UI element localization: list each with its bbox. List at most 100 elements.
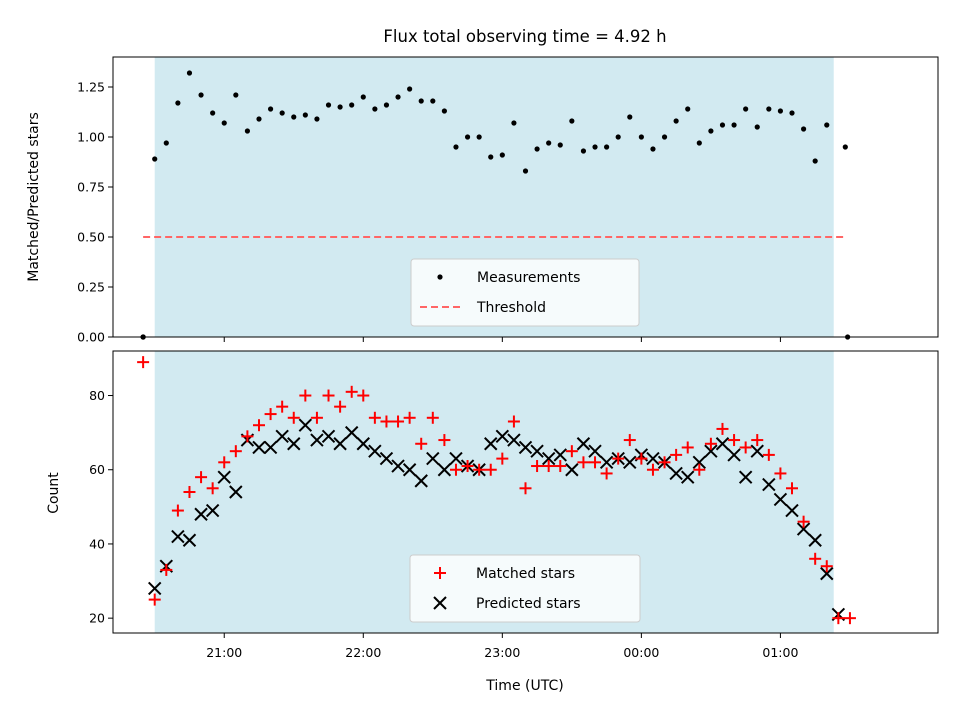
measurement-point — [337, 104, 343, 110]
legend-label-predicted: Predicted stars — [476, 596, 581, 612]
predicted-point — [530, 444, 544, 458]
bottom-legend-box — [409, 554, 641, 623]
predicted-point — [287, 437, 301, 451]
top-legend-box — [410, 258, 640, 327]
top-axes-frame — [112, 56, 939, 338]
matched-point — [693, 463, 706, 476]
matched-point — [322, 389, 335, 402]
matched-point — [716, 422, 729, 435]
measurement-point — [256, 116, 262, 122]
matched-point — [681, 441, 694, 454]
matched-point — [403, 411, 416, 424]
predicted-point — [715, 437, 730, 451]
matched-point — [195, 471, 208, 484]
bottom-y-axis-label: Count — [46, 472, 62, 514]
matched-point — [646, 463, 659, 476]
matched-point — [229, 445, 242, 458]
matched-point — [507, 415, 520, 428]
y-tick-label: 40 — [89, 536, 105, 551]
matched-point — [670, 448, 683, 461]
predicted-point — [692, 455, 707, 470]
measurement-point — [511, 120, 517, 126]
predicted-point — [379, 451, 394, 466]
predicted-point — [182, 533, 197, 547]
panel-counts: 21:00 22:00 23:00 00:00 01:00 20 40 60 80 Time … — [46, 350, 939, 694]
predicted-point — [391, 459, 405, 473]
measurement-point — [175, 100, 181, 106]
predicted-point — [576, 437, 591, 451]
matched-point — [728, 434, 741, 447]
predicted-point — [344, 425, 359, 440]
measurement-point — [546, 140, 552, 146]
measurement-point — [453, 144, 459, 150]
predicted-point — [785, 503, 799, 518]
measurement-point — [441, 108, 447, 114]
predicted-point — [217, 470, 231, 484]
measurement-point — [163, 140, 169, 146]
matched-point — [380, 415, 393, 428]
top-y-axis-label: Matched/Predicted stars — [26, 112, 42, 282]
matched-point — [287, 411, 300, 424]
predicted-point — [171, 529, 185, 544]
measurement-point — [244, 128, 251, 134]
bottom-legend[interactable]: Matched stars Predicted stars — [409, 554, 641, 623]
predicted-point — [750, 444, 764, 458]
y-tick-label: 80 — [89, 388, 105, 403]
top-legend[interactable]: Measurements Threshold — [410, 258, 640, 327]
predicted-point — [704, 444, 718, 458]
y-tick-label: 20 — [89, 611, 105, 626]
matched-point — [554, 460, 567, 473]
matched-point — [658, 456, 671, 469]
predicted-point — [414, 474, 428, 488]
matched-point — [276, 400, 289, 413]
predicted-point — [402, 463, 417, 477]
matched-point — [577, 456, 590, 469]
measurement-point — [824, 122, 830, 128]
matched-point — [461, 460, 474, 473]
measurement-point — [464, 134, 471, 140]
predicted-point — [368, 444, 382, 458]
measurement-point — [302, 112, 308, 118]
legend-marker-measurements — [437, 274, 443, 280]
matched-point — [612, 452, 625, 465]
measurement-point — [407, 86, 413, 92]
predicted-point — [437, 463, 452, 477]
measurement-point — [766, 106, 772, 112]
matched-point — [160, 563, 173, 576]
measurement-point — [360, 94, 366, 100]
measurement-point — [696, 140, 702, 146]
measurement-point — [789, 110, 795, 116]
matched-point — [334, 400, 347, 413]
predicted-point — [205, 503, 220, 518]
matched-point — [600, 467, 613, 480]
measurement-point — [673, 118, 679, 124]
matched-point — [797, 515, 810, 528]
matched-point — [623, 434, 636, 447]
y-tick-label: 0.00 — [77, 330, 105, 345]
measurement-point — [569, 118, 575, 124]
matched-point — [774, 467, 787, 480]
x-tick-label: 22:00 — [345, 645, 381, 660]
measurement-point — [685, 106, 691, 112]
predicted-point — [808, 533, 822, 547]
legend-label-threshold: Threshold — [476, 300, 546, 316]
predicted-point — [333, 437, 347, 451]
predicted-point — [553, 448, 567, 462]
matched-point — [415, 437, 428, 450]
predicted-point — [541, 451, 556, 466]
measurement-point — [592, 144, 598, 150]
measurement-point — [499, 152, 505, 158]
measurement-point — [279, 110, 285, 116]
matched-point — [809, 552, 822, 565]
top-x-ticks — [223, 337, 781, 342]
measurement-point — [731, 122, 737, 128]
matched-point — [368, 411, 381, 424]
panel-ratio: Flux total observing time = 4.92 h 0.000… — [26, 27, 939, 345]
matched-point — [310, 411, 323, 424]
top-y-ticks: 0.00 0.25 0.50 0.75 1.00 1.25 — [77, 80, 113, 345]
x-axis-label: Time (UTC) — [485, 678, 563, 694]
measurement-point — [372, 106, 378, 112]
matched-point — [426, 411, 439, 424]
measurement-point — [777, 108, 784, 114]
